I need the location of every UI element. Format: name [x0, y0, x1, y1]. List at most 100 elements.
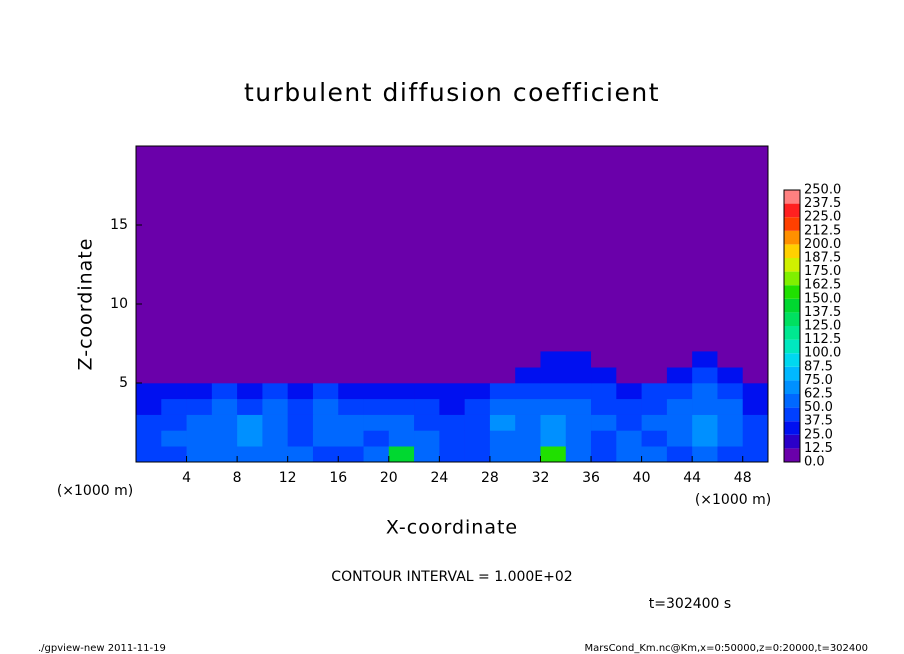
- field-cell: [262, 351, 288, 368]
- field-cell: [211, 383, 238, 400]
- field-cell: [161, 351, 187, 368]
- field-cell: [363, 430, 390, 447]
- field-cell: [540, 430, 567, 447]
- field-cell: [211, 430, 238, 447]
- field-cell: [186, 367, 213, 384]
- field-cell: [211, 446, 238, 463]
- field-cell: [262, 414, 288, 431]
- x-unit: (×1000 m): [57, 483, 133, 499]
- field-cell: [439, 414, 465, 431]
- field-cell: [540, 367, 567, 384]
- field-cell: [666, 414, 693, 431]
- colorbar-label: 75.0: [804, 373, 833, 388]
- field-cell: [287, 383, 314, 400]
- field-cell: [262, 430, 288, 447]
- field-cell: [414, 351, 440, 368]
- field-cell: [439, 398, 465, 415]
- field-cell: [262, 398, 288, 415]
- colorbar-label: 62.5: [804, 387, 833, 402]
- field-cell: [136, 367, 162, 384]
- x-tick-label: 32: [532, 470, 550, 486]
- field-cell: [464, 430, 491, 447]
- colorbar-band: [784, 394, 800, 408]
- colorbar-label: 187.5: [804, 251, 841, 266]
- field-cell: [338, 430, 364, 447]
- field-cell: [591, 383, 617, 400]
- field-cell: [211, 398, 238, 415]
- colorbar-label: 87.5: [804, 359, 833, 374]
- field-cell: [565, 383, 592, 400]
- field-cell: [211, 351, 238, 368]
- field-cell: [414, 446, 440, 463]
- x-axis-label: X-coordinate: [386, 517, 518, 539]
- chart-title: turbulent diffusion coefficient: [244, 78, 660, 107]
- field-cell: [489, 430, 516, 447]
- field-cell: [515, 351, 541, 368]
- field-cell: [540, 414, 567, 431]
- field-cell: [312, 367, 339, 384]
- field-cell: [338, 351, 364, 368]
- y-tick-label: 15: [110, 217, 128, 233]
- colorbar-band: [784, 434, 800, 449]
- field-cell: [489, 383, 516, 400]
- colorbar-band: [784, 407, 800, 422]
- field-cell: [464, 351, 491, 368]
- field-cell: [338, 383, 364, 400]
- field-cell: [439, 351, 465, 368]
- x-unit: (×1000 m): [695, 492, 771, 508]
- colorbar-label: 212.5: [804, 223, 841, 238]
- colorbar-band: [784, 326, 800, 340]
- colorbar-label: 175.0: [804, 264, 841, 279]
- field-cell: [262, 367, 288, 384]
- field-cell: [666, 367, 693, 384]
- field-cell: [363, 446, 390, 463]
- colorbar-band: [784, 271, 800, 286]
- field-cell: [515, 446, 541, 463]
- field-cell: [591, 367, 617, 384]
- field-cell: [237, 351, 263, 368]
- field-cell: [742, 430, 769, 447]
- field-cell: [565, 414, 592, 431]
- field-cell: [692, 351, 718, 368]
- field-cell: [414, 430, 440, 447]
- colorbar-band: [784, 380, 800, 394]
- field-cell: [388, 398, 415, 415]
- field-cell: [136, 414, 162, 431]
- field-cell: [439, 446, 465, 463]
- x-tick-label: 12: [279, 470, 297, 486]
- field-cell: [565, 430, 592, 447]
- field-cell: [287, 367, 314, 384]
- field-cell: [161, 446, 187, 463]
- x-tick-label: 36: [582, 470, 600, 486]
- field-cell: [312, 430, 339, 447]
- x-tick-label: 8: [233, 470, 242, 486]
- field-cell: [641, 446, 668, 463]
- field-cell: [186, 446, 213, 463]
- colorbar-label: 200.0: [804, 237, 841, 252]
- field-cell: [388, 351, 415, 368]
- field-cell: [363, 367, 390, 384]
- field-cell: [591, 446, 617, 463]
- field-cell: [363, 383, 390, 400]
- colorbar-label: 25.0: [804, 427, 833, 442]
- field-cell: [464, 367, 491, 384]
- field-cell: [616, 351, 642, 368]
- field-cell: [616, 367, 642, 384]
- field-cell: [515, 430, 541, 447]
- field-cell: [312, 351, 339, 368]
- field-cell: [186, 414, 213, 431]
- colorbar-label: 50.0: [804, 400, 833, 415]
- x-tick-label: 20: [380, 470, 398, 486]
- field-cell: [186, 351, 213, 368]
- field-cell: [312, 383, 339, 400]
- field-cell: [540, 351, 567, 368]
- field-cell: [641, 414, 668, 431]
- field-cell: [439, 367, 465, 384]
- colorbar-label: 150.0: [804, 291, 841, 306]
- field-cell: [641, 430, 668, 447]
- field-cell: [717, 351, 744, 368]
- field-cell: [666, 383, 693, 400]
- colorbar-band: [784, 285, 800, 299]
- colorbar-band: [784, 217, 800, 231]
- colorbar-band: [784, 312, 800, 326]
